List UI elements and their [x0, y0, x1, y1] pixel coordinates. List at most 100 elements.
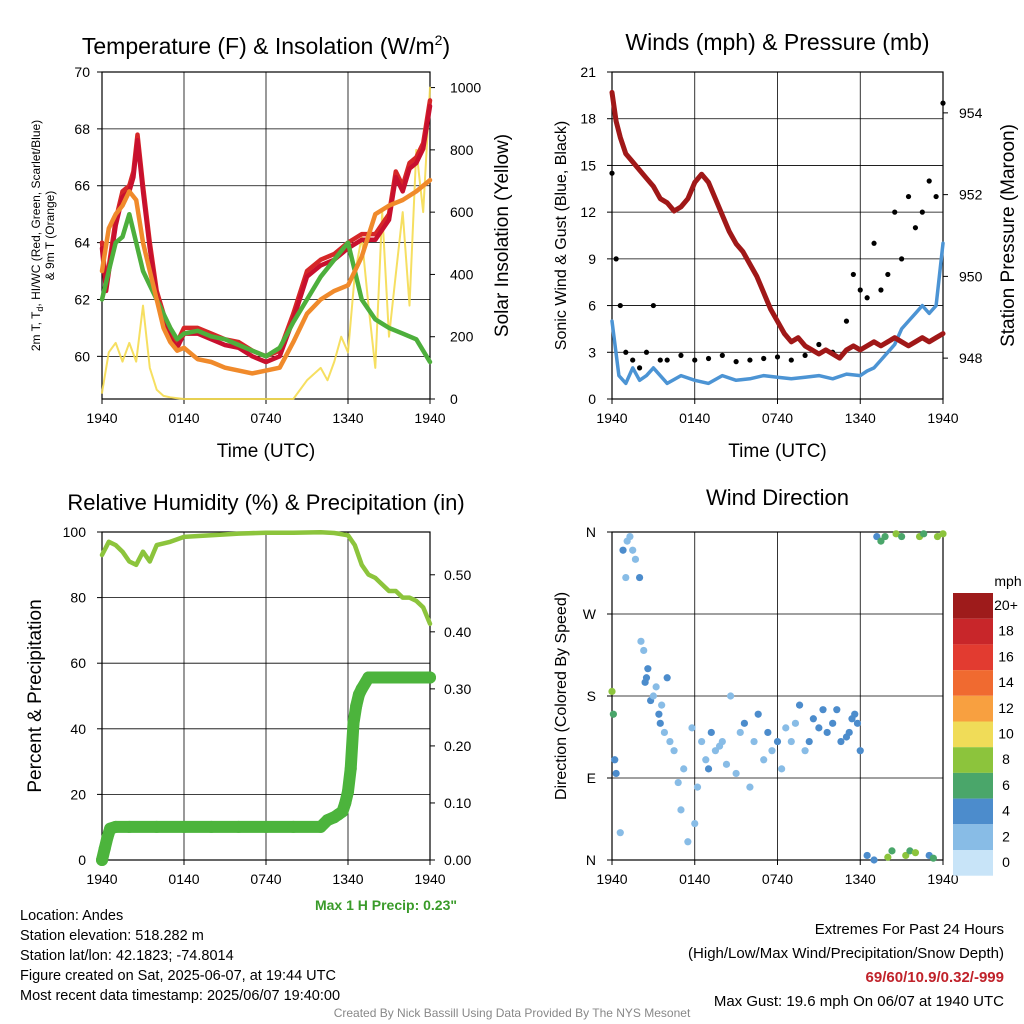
precip-point — [350, 699, 363, 712]
location-text: Location: Andes — [20, 908, 124, 924]
y-tick-label: 70 — [74, 64, 90, 80]
x-tick-label: 0140 — [168, 410, 199, 426]
temperature-series-3 — [99, 177, 433, 376]
y-tick-label: 40 — [70, 721, 86, 737]
legend-label: 6 — [1002, 777, 1010, 793]
legend-swatch — [953, 798, 993, 825]
legend-label: 8 — [1002, 751, 1010, 767]
y-tick-label: E — [587, 770, 596, 786]
direction-point — [746, 783, 754, 791]
gust-point — [933, 193, 939, 200]
direction-point — [837, 737, 845, 746]
y2-tick-label: 0.30 — [444, 681, 471, 697]
gust-point — [636, 365, 643, 371]
gust-point — [926, 178, 932, 184]
y-axis-label: Direction (Colored By Speed) — [553, 592, 570, 800]
direction-point — [656, 719, 664, 727]
y-tick-label: 9 — [588, 251, 596, 267]
precip-point — [123, 820, 136, 833]
station-info: Location: Andes Station elevation: 518.2… — [20, 906, 340, 1006]
direction-point — [873, 532, 881, 541]
y-tick-label: 64 — [74, 235, 90, 251]
direction-point — [809, 715, 817, 723]
y-tick-label: 62 — [74, 291, 90, 307]
gust-point — [747, 357, 753, 363]
legend-swatch — [953, 850, 993, 876]
precip-point — [355, 682, 368, 695]
direction-point — [778, 765, 786, 773]
direction-point — [635, 573, 644, 582]
y-tick-label: 68 — [74, 121, 90, 137]
direction-point — [768, 747, 776, 755]
direction-point — [892, 530, 900, 538]
x-tick-label: 0740 — [250, 410, 281, 426]
direction-point — [644, 665, 652, 673]
direction-point — [782, 724, 790, 732]
precip-point — [96, 854, 108, 866]
recent-text: Most recent data timestamp: 2025/06/07 1… — [20, 988, 341, 1004]
y-tick-label: N — [586, 524, 596, 540]
y-axis-label-group: 2m T, Td, HI/WC (Red, Green, Scarlet/Blu… — [29, 120, 57, 351]
extremes-values: 69/60/10.9/0.32/-999 — [865, 969, 1004, 986]
y-axis-label-group: Sonic Wind & Gust (Blue, Black) — [553, 121, 570, 350]
direction-point — [655, 710, 663, 718]
direction-point — [609, 710, 617, 718]
direction-point — [691, 819, 699, 828]
y2-tick-label: 1000 — [450, 80, 481, 96]
gust-point — [761, 355, 767, 362]
direction-point — [666, 737, 674, 746]
direction-point — [870, 856, 878, 864]
gust-point — [912, 225, 919, 231]
direction-point — [631, 555, 640, 563]
y-tick-label: 60 — [70, 655, 86, 671]
precip-point — [260, 820, 272, 833]
x-tick-label: 1940 — [86, 410, 117, 426]
direction-point — [863, 851, 871, 860]
gust-point — [623, 349, 629, 355]
direction-point — [856, 747, 864, 755]
gust-point — [843, 318, 850, 324]
legend-label: 16 — [998, 648, 1014, 664]
y2-axis-label-group: Solar Insolation (Yellow) — [492, 134, 513, 337]
y-tick-label: S — [587, 688, 596, 704]
y-tick-label: 60 — [74, 348, 90, 364]
temperature-series-2 — [99, 211, 433, 365]
y2-tick-label: 0.50 — [444, 567, 471, 583]
x-tick-label: 1340 — [845, 410, 876, 426]
direction-point — [612, 769, 620, 778]
y2-tick-label: 0.40 — [444, 624, 471, 640]
precip-point — [109, 820, 122, 833]
legend-swatch — [953, 593, 993, 619]
legend-label: 4 — [1002, 803, 1010, 819]
x-tick-label: 1340 — [845, 871, 876, 887]
legend-swatch — [953, 772, 993, 799]
gust-point — [664, 357, 670, 363]
extremes-title: Extremes For Past 24 Hours — [814, 921, 1004, 938]
legend-label: 20+ — [994, 597, 1018, 613]
direction-point — [642, 674, 651, 682]
y2-tick-label: 0.20 — [444, 738, 471, 754]
chart-title: Wind Direction — [706, 485, 849, 510]
precip-point — [396, 671, 409, 684]
direction-point — [663, 674, 671, 682]
direction-point — [698, 737, 706, 746]
direction-point — [764, 728, 772, 737]
direction-point — [626, 532, 634, 541]
legend-label: 18 — [998, 623, 1014, 639]
gust-point — [919, 209, 925, 215]
precip-point — [205, 820, 218, 833]
legend-swatch — [953, 747, 993, 773]
direction-point — [677, 806, 685, 814]
direction-point — [823, 728, 831, 737]
direction-point — [640, 646, 648, 655]
direction-point — [732, 769, 740, 778]
chart-title: Temperature (F) & Insolation (W/m2) — [82, 32, 450, 59]
gust-point — [692, 357, 698, 363]
precip-point — [383, 671, 395, 684]
gust-point — [892, 209, 898, 215]
gust-point — [802, 352, 808, 358]
x-tick-label: 1940 — [86, 871, 117, 887]
gust-point — [719, 352, 725, 358]
direction-point — [933, 532, 942, 541]
